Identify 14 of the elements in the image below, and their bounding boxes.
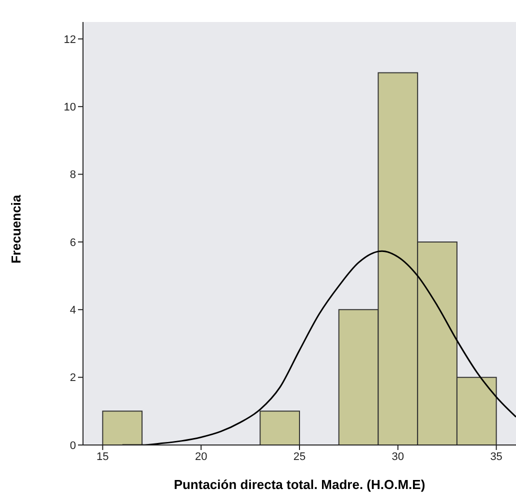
y-tick-label: 10 [64, 102, 76, 114]
y-tick-label: 2 [70, 372, 76, 384]
x-tick-label: 25 [293, 450, 306, 463]
y-tick-label: 0 [70, 440, 76, 452]
x-tick-label: 15 [96, 450, 109, 463]
y-tick-label: 4 [70, 304, 76, 317]
y-tick-label: 6 [70, 236, 76, 249]
y-tick-label: 8 [70, 169, 76, 182]
x-tick-label: 30 [392, 450, 404, 463]
y-axis-title: Frecuencia [8, 194, 24, 264]
x-tick-label: 20 [194, 450, 208, 463]
x-axis-title: Puntación directa total. Madre. (H.O.M.E) [174, 477, 426, 492]
x-tick-label: 35 [490, 450, 502, 463]
y-tick-label: 12 [64, 34, 76, 46]
